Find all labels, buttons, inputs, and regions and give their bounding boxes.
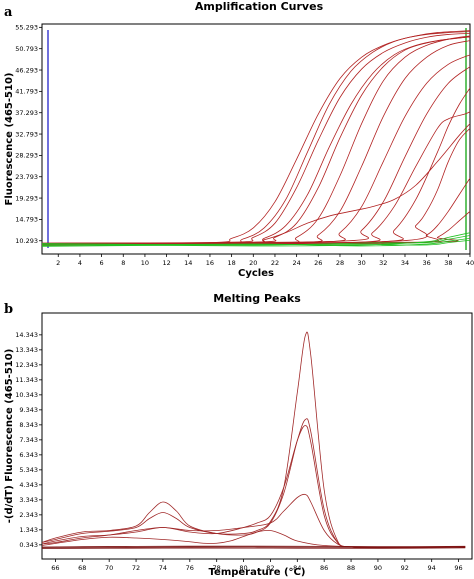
chart-b-y-tick-label: 11.343 [15,376,38,384]
chart-b-y-tick-label: 5.343 [19,466,38,474]
chart-b-x-tick-label: 70 [105,564,113,572]
chart-b-x-tick-label: 90 [374,564,382,572]
chart-a-y-tick-label: 14.793 [15,216,38,224]
chart-b-series-line [42,547,466,549]
chart-b-y-tick-label: 0.343 [19,541,38,549]
chart-a-x-tick-label: 24 [292,259,300,267]
chart-a-x-tick-label: 28 [336,259,344,267]
chart-a-y-tick-label: 55.293 [15,24,38,32]
chart-b-x-tick-label: 76 [186,564,194,572]
chart-a-marks: 2 4 6 8 10 12 14 16 18 20 22 24 26 28 30 32 34 36 38 4055.2… [15,24,474,267]
chart-a-title: Amplification Curves [195,0,324,13]
chart-b-x-tick-label: 68 [78,564,86,572]
chart-b-x-tick-label: 78 [213,564,221,572]
chart-a-x-tick-label: 38 [444,259,452,267]
chart-a-y-tick-label: 37.293 [15,109,38,117]
chart-a-x-tick-label: 18 [227,259,235,267]
chart-a-x-tick-label: 6 [100,259,104,267]
panel-a-label: a [4,5,13,20]
chart-b-series-line [42,418,466,549]
chart-b-x-tick-label: 92 [401,564,409,572]
chart-b-y-tick-label: 13.343 [15,346,38,354]
chart-a-y-tick-label: 23.793 [15,173,38,181]
panel-b-label: b [4,302,13,317]
chart-a-series-line [42,33,470,244]
chart-b-y-tick-label: 3.343 [19,496,38,504]
chart-a-series-line [42,211,470,245]
chart-b-y-tick-label: 2.343 [19,511,38,519]
chart-a-series-line [42,235,470,246]
chart-b-x-tick-label: 94 [428,564,436,572]
chart-a-x-tick-label: 16 [206,259,214,267]
chart-a-y-tick-label: 19.293 [15,194,38,202]
chart-b-x-tick-label: 74 [159,564,167,572]
chart-a-y-tick-label: 50.793 [15,45,38,53]
chart-a-x-tick-label: 26 [314,259,322,267]
chart-b-x-tick-label: 72 [132,564,140,572]
chart-a-series-line [42,232,470,247]
chart-a-x-tick-label: 30 [358,259,366,267]
chart-a-x-tick-label: 40 [466,259,474,267]
chart-b-x-tick-label: 88 [347,564,355,572]
chart-b-x-axis-label: Temperature (°C) [209,567,306,578]
chart-a-x-tick-label: 12 [162,259,170,267]
chart-a-y-tick-label: 41.793 [15,88,38,96]
chart-a-series-line [42,36,470,244]
chart-a-y-tick-label: 10.293 [15,237,38,245]
chart-a-series-line [42,123,470,245]
chart-b-y-tick-label: 7.343 [19,436,38,444]
chart-b-y-tick-label: 9.343 [19,406,38,414]
chart-b-x-tick-label: 84 [293,564,301,572]
chart-a-x-tick-label: 14 [184,259,192,267]
chart-b-x-tick-label: 96 [454,564,462,572]
chart-a-x-tick-label: 8 [121,259,125,267]
chart-a-y-tick-label: 46.293 [15,66,38,74]
chart-b-series-line [42,546,466,549]
chart-b-y-axis-label: -(d/dT) Fluorescence (465-510) [4,349,15,524]
chart-b-series-line [42,493,466,549]
chart-b-y-tick-label: 1.343 [19,526,38,534]
chart-b-x-tick-label: 66 [51,564,59,572]
chart-b-y-tick-label: 6.343 [19,451,38,459]
chart-a-series-line [42,31,470,245]
chart-a-plot-area [41,23,471,255]
chart-a-series-line [42,87,470,245]
chart-a-x-tick-label: 4 [78,259,82,267]
chart-b-title: Melting Peaks [213,292,301,305]
chart-b-y-tick-label: 14.343 [15,331,38,339]
chart-a-y-axis-label: Fluorescence (465-510) [4,73,15,206]
chart-a-x-tick-label: 10 [141,259,149,267]
chart-a-y-tick-label: 28.293 [15,152,38,160]
chart-b-x-tick-label: 86 [320,564,328,572]
chart-a-x-tick-label: 22 [271,259,279,267]
chart-a-x-tick-label: 20 [249,259,257,267]
chart-a-x-tick-label: 32 [379,259,387,267]
chart-b-y-tick-label: 10.343 [15,391,38,399]
chart-b-y-tick-label: 12.343 [15,361,38,369]
chart-b-series-line [42,529,466,548]
chart-a-x-axis-label: Cycles [238,268,274,279]
chart-a-y-tick-label: 32.793 [15,130,38,138]
chart-b-series-line [42,545,466,548]
chart-b-x-tick-label: 80 [239,564,247,572]
chart-b-y-tick-label: 8.343 [19,421,38,429]
chart-b-marks: 66 68 70 72 74 76 78 80 82 84 86 88 90 92 94 96 14.343 13… [15,331,466,572]
chart-b-plot-area [41,312,473,560]
chart-b-y-tick-label: 4.343 [19,481,38,489]
chart-b-series-line [42,331,466,549]
chart-a-x-tick-label: 34 [401,259,409,267]
chart-a-x-tick-label: 36 [423,259,431,267]
chart-b-x-tick-label: 82 [266,564,274,572]
chart-a-x-tick-label: 2 [56,259,60,267]
